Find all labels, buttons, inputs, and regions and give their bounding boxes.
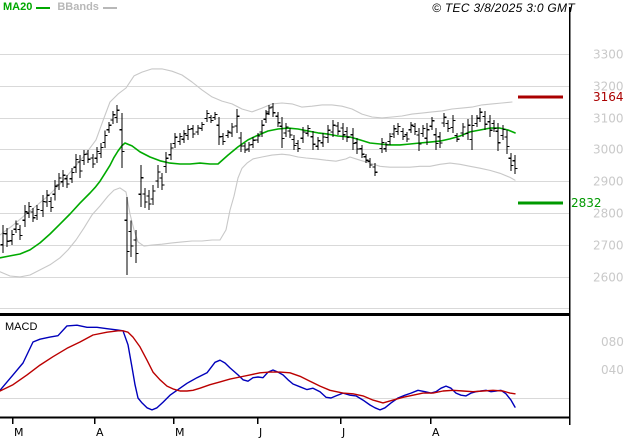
month-label: J [341, 426, 345, 439]
bbands-line-swatch-icon [102, 6, 117, 9]
month-label: M [175, 426, 185, 439]
legend-ma20-label: MA20 [3, 1, 33, 13]
month-label: A [96, 426, 104, 439]
support-label: 2832 [571, 196, 602, 210]
price-axis-label: 3000 [593, 143, 624, 157]
macd-axis-label: 080 [601, 335, 624, 349]
month-label: A [432, 426, 440, 439]
ma20-line [0, 127, 516, 259]
bollinger-lower-line [0, 153, 516, 278]
legend-bbands-label: BBands [57, 1, 99, 13]
price-axis-label: 2900 [593, 175, 624, 189]
macd-panel-label: MACD [5, 321, 38, 333]
bollinger-upper-line [0, 68, 513, 236]
macd-line [0, 324, 516, 411]
month-label: M [14, 426, 24, 439]
price-axis-label: 3100 [593, 112, 624, 126]
signal-line [0, 330, 516, 404]
month-label: J [258, 426, 262, 439]
macd-axis-label: 040 [601, 363, 624, 377]
price-axis-label: 3200 [593, 80, 624, 94]
legend: MA20 BBands [3, 2, 124, 13]
price-axis-label: 2800 [593, 207, 624, 221]
price-axis-label: 2700 [593, 239, 624, 253]
price-axis-label: 2600 [593, 271, 624, 285]
copyright-text: © TEC 3/8/2025 3:0 GMT [432, 1, 575, 15]
ma20-line-swatch-icon [36, 6, 51, 9]
panel-separator [0, 313, 569, 316]
resistance-label: 3164 [593, 90, 624, 104]
price-axis-label: 3300 [593, 48, 624, 62]
